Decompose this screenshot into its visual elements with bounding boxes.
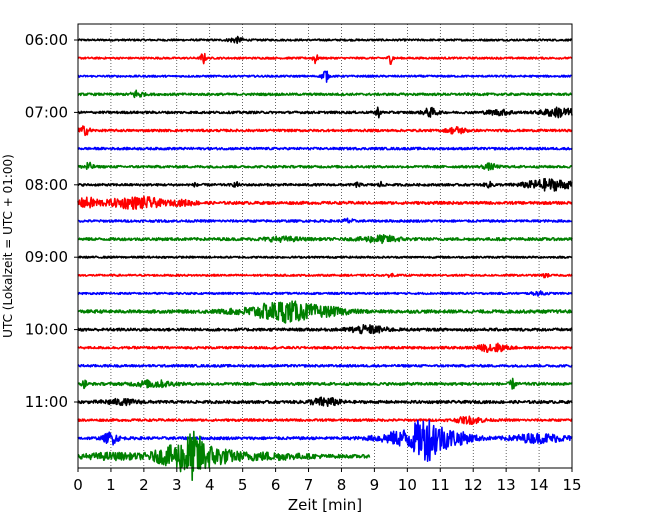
y-tick-label: 06:00 [25,31,68,49]
trace-1145 [77,430,371,482]
trace-0930 [77,290,573,297]
y-tick-label: 08:00 [25,176,68,194]
x-tick-label: 13 [497,476,516,494]
trace-1045 [77,377,573,390]
trace-1130 [77,419,573,463]
trace-0745 [77,161,573,172]
x-tick-label: 7 [304,476,314,494]
vertical-grid [110,24,540,468]
x-tick-label: 4 [205,476,215,494]
trace-1115 [77,415,573,426]
y-tick-label: 10:00 [25,321,68,339]
x-tick-label: 9 [370,476,380,494]
x-axis-ticks: 0 1 2 3 4 5 6 7 8 9 10 11 12 13 14 15 [73,468,582,494]
x-tick-label: 2 [139,476,149,494]
trace-0915 [77,272,573,279]
y-axis-ticks: 06:00 07:00 08:00 09:00 10:00 11:00 [25,31,78,411]
x-tick-label: 1 [106,476,116,494]
trace-0845 [77,233,573,245]
trace-0730 [77,146,573,151]
x-axis-label: Zeit [min] [288,496,362,514]
trace-0715 [77,125,573,137]
x-tick-label: 10 [398,476,417,494]
trace-0630 [77,70,573,83]
x-tick-label: 3 [172,476,182,494]
trace-1015 [77,342,573,353]
trace-1030 [77,363,573,368]
trace-0800 [77,177,573,192]
trace-0945 [77,300,573,324]
trace-0900 [77,255,573,259]
trace-0600 [77,35,573,45]
plot-frame [77,23,573,469]
trace-0615 [77,52,573,65]
x-tick-label: 0 [73,476,83,494]
y-tick-label: 11:00 [25,393,68,411]
trace-1100 [77,396,573,407]
x-tick-label: 6 [271,476,281,494]
x-tick-label: 11 [431,476,450,494]
trace-0645 [77,89,573,99]
seismogram-traces [77,35,573,482]
y-tick-label: 07:00 [25,103,68,121]
y-tick-label: 09:00 [25,248,68,266]
x-tick-label: 12 [464,476,483,494]
trace-0830 [77,217,573,224]
y-axis-label: UTC (Lokalzeit = UTC + 01:00) [1,154,15,338]
x-tick-label: 14 [530,476,549,494]
x-tick-label: 8 [337,476,347,494]
trace-1000 [77,324,573,335]
trace-0700 [77,106,573,119]
trace-0815 [77,195,573,210]
x-tick-label: 15 [562,476,581,494]
x-tick-label: 5 [238,476,248,494]
